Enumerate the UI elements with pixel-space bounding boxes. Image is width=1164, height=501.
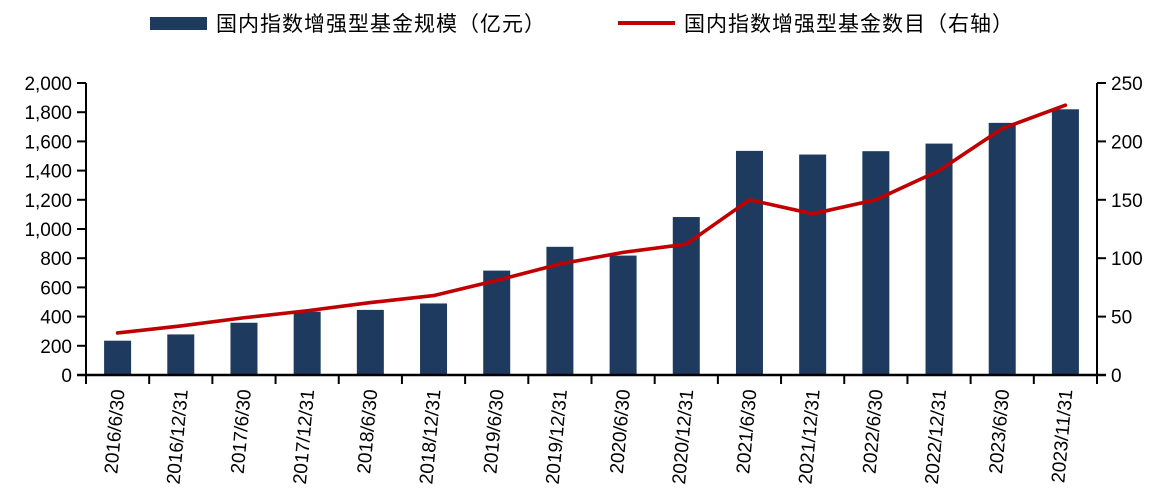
- right-axis-tick-label: 250: [1111, 74, 1143, 95]
- bar-2017/12/31: [293, 311, 321, 375]
- bar-2023/11/31: [1051, 109, 1079, 375]
- left-axis-tick-label: 2,000: [24, 74, 72, 95]
- left-axis-tick-label: 1,000: [24, 220, 72, 241]
- right-axis-tick-label: 50: [1111, 308, 1132, 329]
- legend-item-line-series: 国内指数增强型基金数目（右轴）: [618, 8, 1014, 38]
- legend-item-bar-series: 国内指数增强型基金规模（亿元）: [150, 8, 546, 38]
- x-axis-tick-label: 2021/12/31: [795, 389, 824, 486]
- x-axis-tick-label: 2019/6/30: [480, 389, 508, 475]
- bar-2022/12/31: [925, 143, 953, 375]
- x-axis-tick-label: 2023/11/31: [1048, 389, 1077, 484]
- bar-series-label: 国内指数增强型基金规模（亿元）: [216, 12, 546, 36]
- x-axis-tick-label: 2017/12/31: [290, 389, 319, 486]
- bar-2016/6/30: [104, 340, 132, 375]
- bar-2017/6/30: [230, 322, 258, 375]
- x-axis-tick-label: 2023/6/30: [986, 389, 1014, 475]
- left-axis-tick-label: 1,600: [24, 132, 72, 153]
- x-axis-tick-label: 2020/12/31: [669, 389, 698, 486]
- right-axis-tick-label: 200: [1111, 132, 1143, 153]
- x-axis-tick-label: 2017/6/30: [228, 389, 256, 475]
- x-axis-tick-label: 2021/6/30: [733, 389, 761, 475]
- x-axis-tick-label: 2018/12/31: [416, 389, 445, 486]
- left-axis-tick-label: 400: [40, 308, 72, 329]
- right-axis-tick-label: 100: [1111, 249, 1143, 270]
- left-axis-tick-label: 600: [40, 278, 72, 299]
- left-axis-tick-label: 1,200: [24, 191, 72, 212]
- left-axis-tick-label: 200: [40, 337, 72, 358]
- left-axis-tick-label: 1,400: [24, 162, 72, 183]
- left-axis-tick-label: 0: [61, 366, 72, 387]
- left-axis-tick-label: 800: [40, 249, 72, 270]
- x-axis-tick-label: 2018/6/30: [354, 389, 382, 475]
- bar-2018/6/30: [356, 309, 384, 375]
- bar-2022/6/30: [862, 151, 890, 375]
- x-axis-tick-label: 2022/6/30: [860, 389, 888, 475]
- bar-2021/12/31: [799, 154, 827, 375]
- bar-2018/12/31: [420, 303, 448, 375]
- x-axis-tick-label: 2016/6/30: [101, 389, 129, 475]
- x-axis-tick-label: 2016/12/31: [164, 389, 193, 486]
- x-axis-tick-label: 2022/12/31: [922, 389, 951, 486]
- right-axis-tick-label: 0: [1111, 366, 1122, 387]
- x-axis-tick-label: 2020/6/30: [607, 389, 635, 475]
- bar-2021/6/30: [735, 150, 763, 375]
- bar-2016/12/31: [167, 334, 195, 375]
- bar-2020/6/30: [609, 255, 637, 375]
- x-axis-tick-label: 2019/12/31: [543, 389, 572, 486]
- bar-2019/6/30: [483, 270, 511, 375]
- bar-2023/6/30: [988, 122, 1016, 375]
- count-line: [115, 103, 1068, 335]
- right-axis-tick-label: 150: [1111, 191, 1143, 212]
- bar-2020/12/31: [672, 217, 700, 375]
- line-series-label: 国内指数增强型基金数目（右轴）: [684, 12, 1014, 36]
- legend: 国内指数增强型基金规模（亿元） 国内指数增强型基金数目（右轴）: [0, 8, 1164, 38]
- left-axis-tick-label: 1,800: [24, 103, 72, 124]
- bar-series-swatch-icon: [150, 16, 207, 30]
- line-series-swatch-icon: [618, 21, 675, 25]
